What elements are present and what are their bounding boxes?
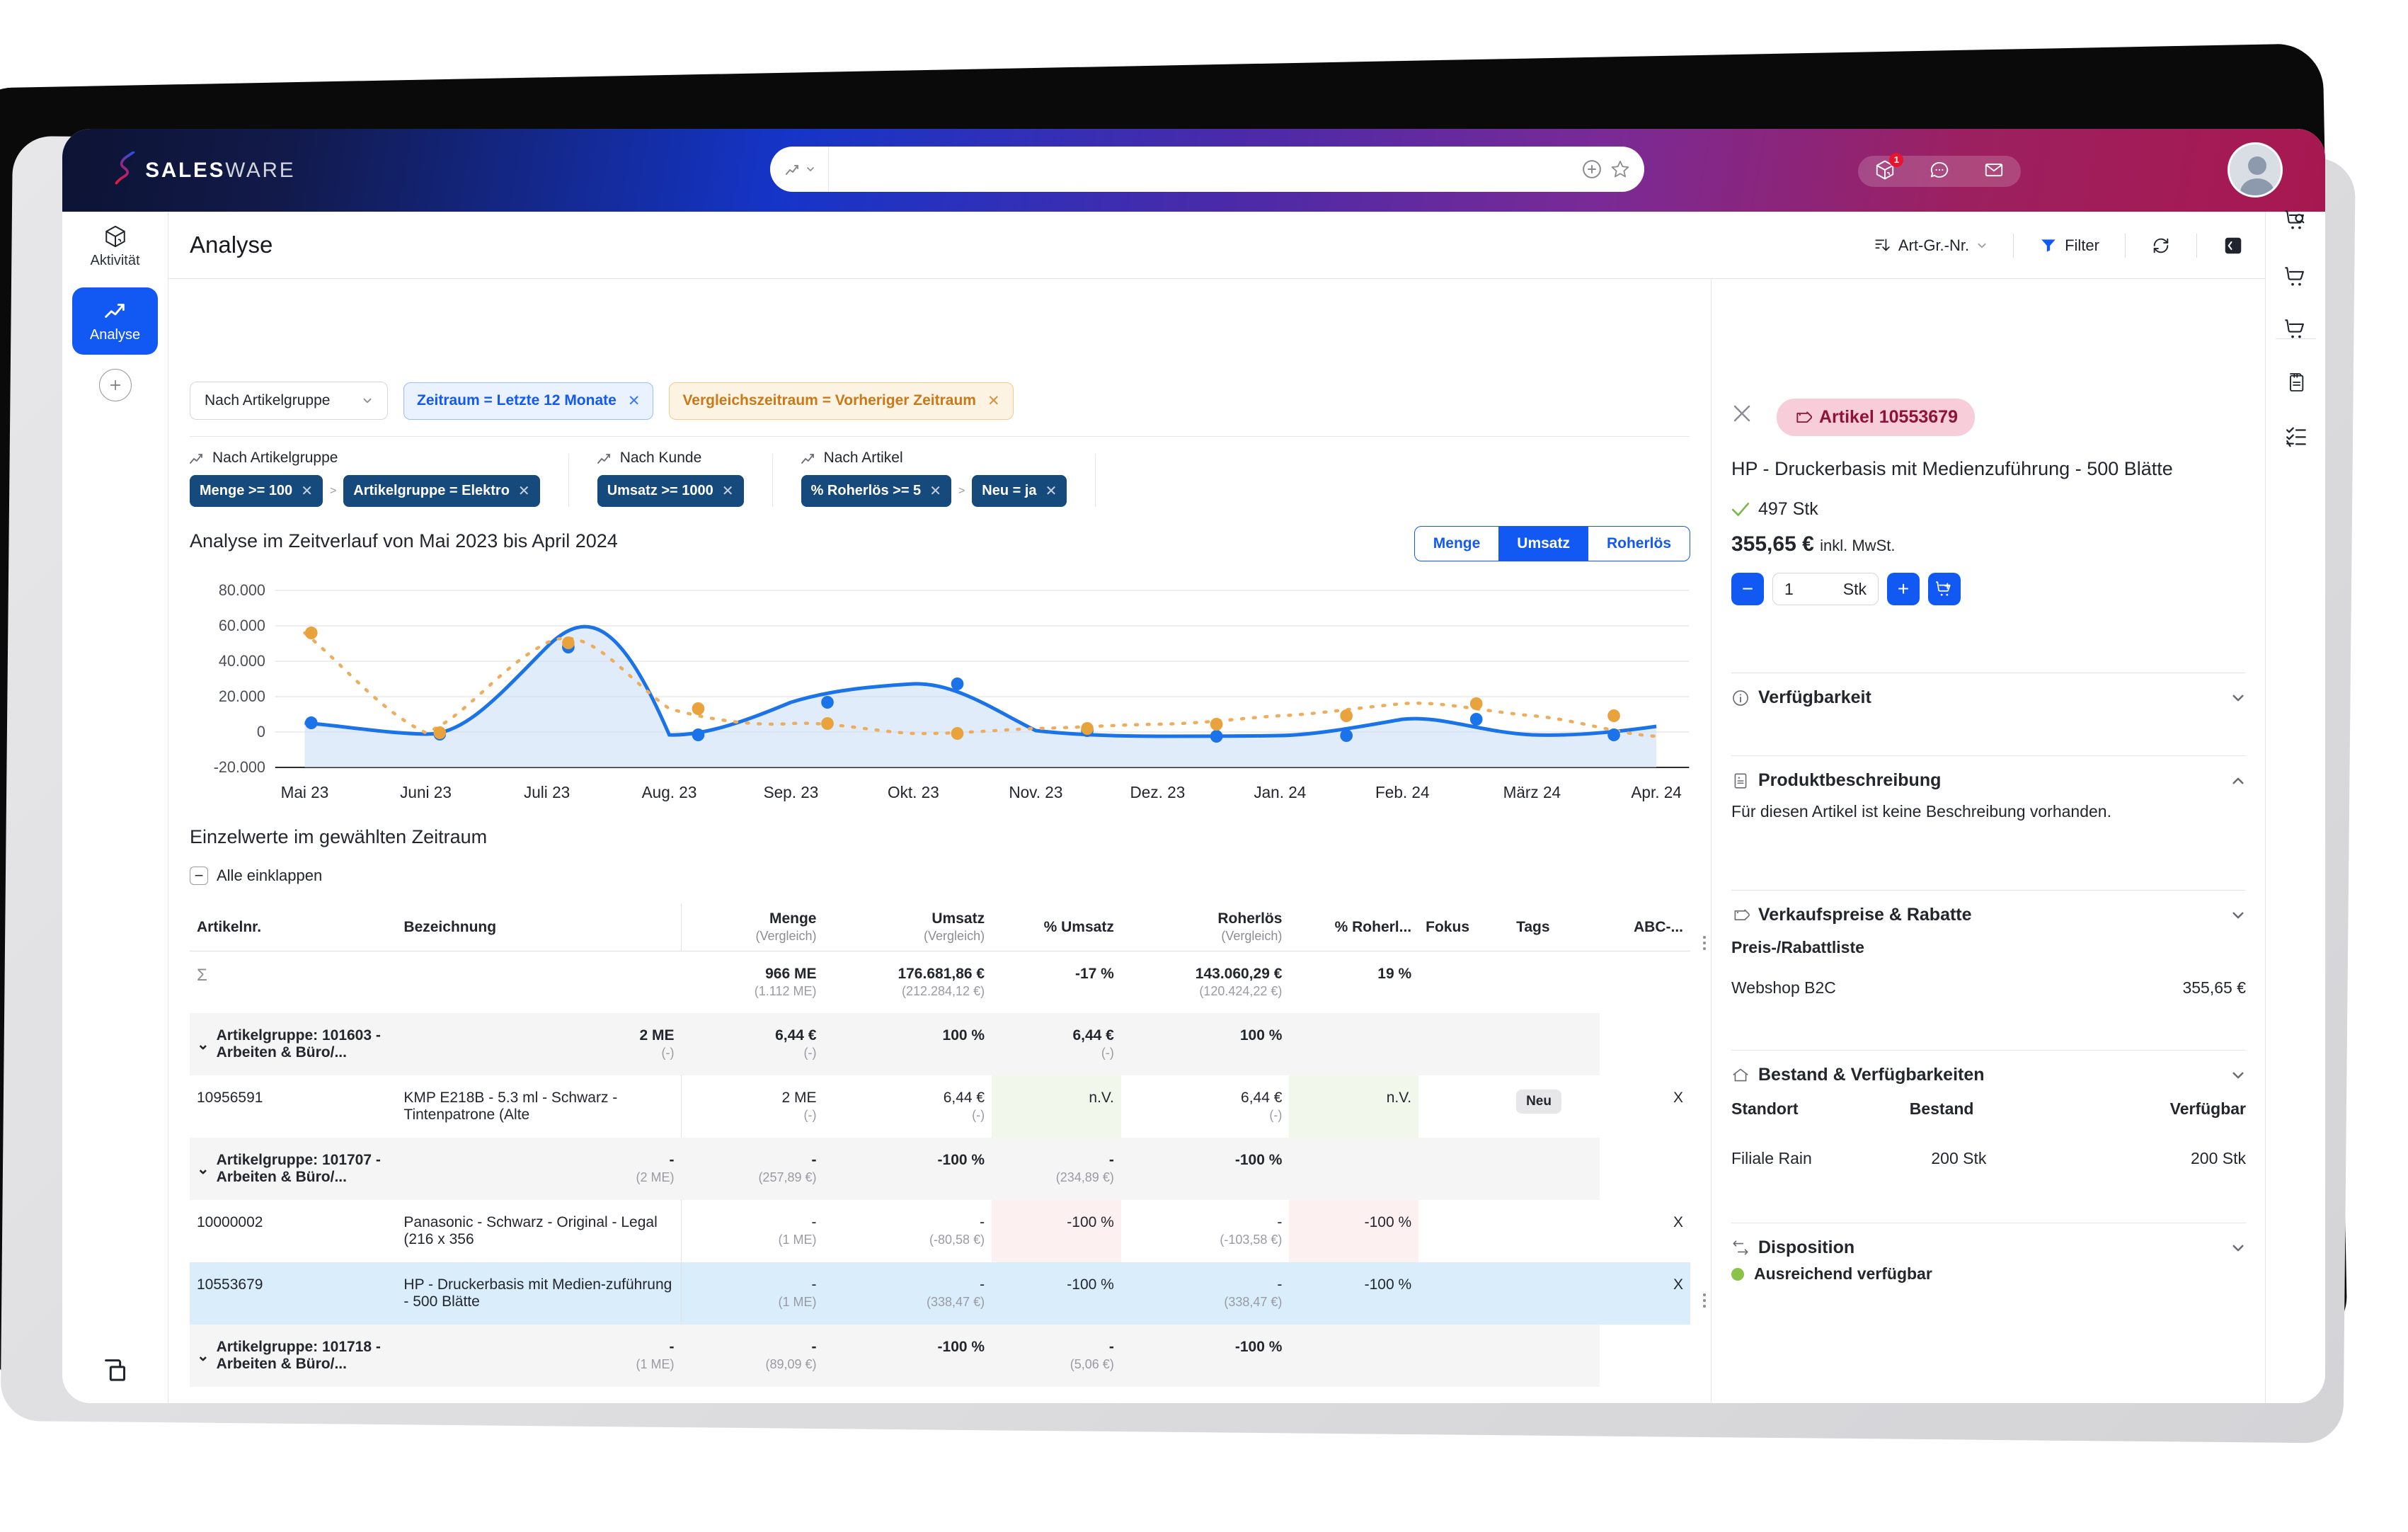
svg-text:40.000: 40.000 — [219, 652, 265, 670]
svg-text:Juli 23: Juli 23 — [524, 783, 570, 801]
svg-text:-20.000: -20.000 — [214, 758, 265, 776]
svg-text:Mai 23: Mai 23 — [281, 783, 329, 801]
svg-text:60.000: 60.000 — [219, 617, 265, 634]
svg-text:Dez. 23: Dez. 23 — [1130, 783, 1186, 801]
svg-text:Apr. 24: Apr. 24 — [1631, 783, 1681, 801]
svg-text:Feb. 24: Feb. 24 — [1375, 783, 1429, 801]
svg-text:Juni 23: Juni 23 — [400, 783, 452, 801]
svg-text:20.000: 20.000 — [219, 687, 265, 705]
svg-text:Nov. 23: Nov. 23 — [1009, 783, 1062, 801]
svg-text:0: 0 — [257, 723, 265, 741]
svg-text:80.000: 80.000 — [219, 581, 265, 599]
svg-text:Aug. 23: Aug. 23 — [642, 783, 697, 801]
svg-text:Jan. 24: Jan. 24 — [1254, 783, 1306, 801]
svg-text:Okt. 23: Okt. 23 — [888, 783, 939, 801]
svg-text:März 24: März 24 — [1503, 783, 1561, 801]
svg-text:SALESWARE: SALESWARE — [145, 159, 295, 182]
svg-text:Sep. 23: Sep. 23 — [764, 783, 819, 801]
